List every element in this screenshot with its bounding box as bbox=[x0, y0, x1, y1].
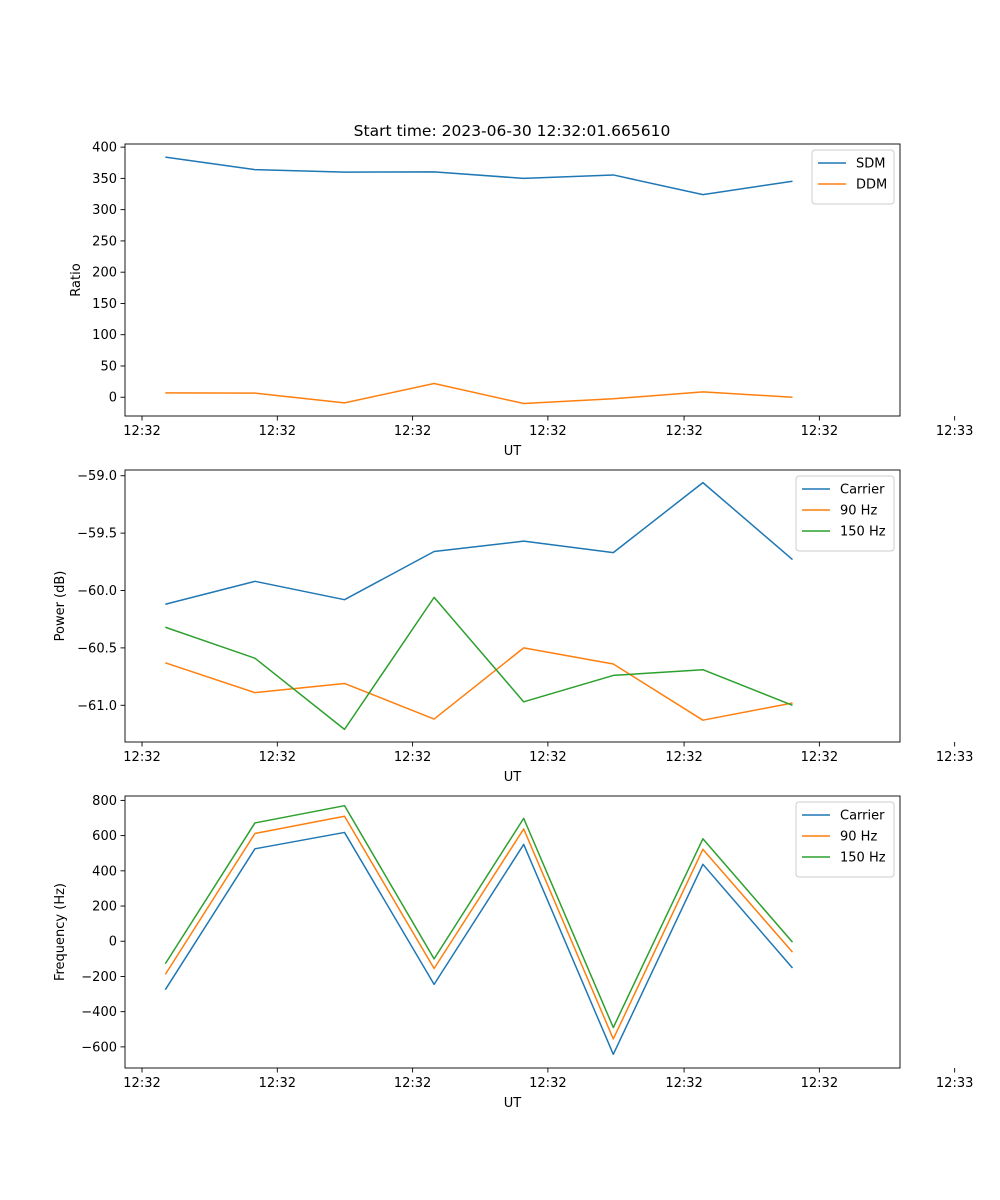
series-line-150-hz bbox=[164, 804, 794, 1029]
x-tick-label: 12:33 bbox=[936, 1076, 973, 1091]
x-tick-label: 12:32 bbox=[394, 1076, 431, 1091]
legend-label: Carrier bbox=[840, 809, 885, 824]
x-tick-label: 12:32 bbox=[123, 424, 160, 439]
legend-label: SDM bbox=[856, 157, 885, 172]
x-tick-label: 12:32 bbox=[665, 750, 702, 765]
y-tick-label: −400 bbox=[81, 1005, 117, 1020]
y-axis-label: Ratio bbox=[69, 263, 84, 296]
legend-label: 90 Hz bbox=[840, 504, 877, 519]
x-tick-label: 12:32 bbox=[529, 1076, 566, 1091]
series-line-90-hz bbox=[164, 815, 794, 1040]
y-tick-label: 300 bbox=[92, 203, 117, 218]
y-tick-label: 200 bbox=[92, 266, 117, 281]
y-tick-label: −60.5 bbox=[77, 641, 117, 656]
legend-box bbox=[795, 801, 895, 878]
x-tick-label: 12:32 bbox=[259, 424, 296, 439]
y-tick-label: 50 bbox=[100, 359, 117, 374]
x-tick-label: 12:32 bbox=[123, 750, 160, 765]
series-line-150-hz bbox=[165, 596, 793, 731]
chart-panel-1: 12:32 12:32 12:32 12:32 12:32 12:32 12:33 0 50 10… bbox=[69, 141, 973, 459]
y-tick-label: 400 bbox=[92, 141, 117, 156]
x-tick-label: 12:32 bbox=[801, 1076, 838, 1091]
x-axis-label: UT bbox=[504, 444, 522, 459]
x-axis-label: UT bbox=[504, 1096, 522, 1111]
series-line-carrier bbox=[164, 831, 794, 1056]
legend: Carrier 90 Hz 150 Hz bbox=[795, 475, 895, 552]
legend-label: Carrier bbox=[840, 483, 885, 498]
x-tick-label: 12:32 bbox=[123, 1076, 160, 1091]
y-axis-label: Frequency (Hz) bbox=[53, 883, 68, 981]
legend-box bbox=[795, 475, 895, 552]
series-line-carrier bbox=[165, 481, 793, 606]
x-tick-label: 12:32 bbox=[259, 750, 296, 765]
y-tick-label: 0 bbox=[109, 391, 117, 406]
legend-label: 150 Hz bbox=[840, 525, 886, 540]
chart-panel-2: 12:32 12:32 12:32 12:32 12:32 12:32 12:33 −61.0… bbox=[53, 469, 973, 785]
x-tick-label: 12:32 bbox=[665, 424, 702, 439]
x-tick-label: 12:33 bbox=[936, 750, 973, 765]
y-tick-label: 800 bbox=[92, 794, 117, 809]
x-tick-label: 12:32 bbox=[394, 424, 431, 439]
x-tick-label: 12:32 bbox=[529, 750, 566, 765]
y-tick-label: −59.5 bbox=[77, 527, 117, 542]
series-line-sdm bbox=[165, 156, 793, 196]
plot-frame bbox=[124, 795, 901, 1069]
x-axis-label: UT bbox=[504, 770, 522, 785]
y-tick-label: 400 bbox=[92, 864, 117, 879]
y-tick-label: 100 bbox=[92, 328, 117, 343]
x-tick-label: 12:32 bbox=[801, 424, 838, 439]
y-tick-label: −60.0 bbox=[77, 584, 117, 599]
chart-panel-3: 12:32 12:32 12:32 12:32 12:32 12:32 12:33 −600 −… bbox=[53, 794, 973, 1111]
legend-label: DDM bbox=[856, 178, 887, 193]
y-tick-label: 0 bbox=[109, 935, 117, 950]
x-tick-label: 12:33 bbox=[936, 424, 973, 439]
plot-frame bbox=[124, 143, 901, 417]
y-tick-label: −59.0 bbox=[77, 469, 117, 484]
y-tick-label: 600 bbox=[92, 829, 117, 844]
series-line-ddm bbox=[165, 382, 793, 405]
series-lines bbox=[165, 156, 793, 405]
y-tick-label: −200 bbox=[81, 970, 117, 985]
legend: Carrier 90 Hz 150 Hz bbox=[795, 801, 895, 878]
x-tick-label: 12:32 bbox=[801, 750, 838, 765]
y-tick-label: 150 bbox=[92, 297, 117, 312]
plot-frame bbox=[124, 469, 901, 743]
x-tick-label: 12:32 bbox=[394, 750, 431, 765]
chart-panels: 12:32 12:32 12:32 12:32 12:32 12:32 12:33 0 50 10… bbox=[53, 141, 973, 1111]
legend-label: 150 Hz bbox=[840, 851, 886, 866]
series-lines bbox=[165, 481, 793, 731]
y-tick-label: 200 bbox=[92, 900, 117, 915]
figure-title: Start time: 2023-06-30 12:32:01.665610 bbox=[354, 122, 671, 140]
x-tick-label: 12:32 bbox=[529, 424, 566, 439]
y-tick-label: 250 bbox=[92, 234, 117, 249]
y-tick-label: −600 bbox=[81, 1040, 117, 1055]
series-lines bbox=[164, 804, 794, 1056]
x-tick-label: 12:32 bbox=[259, 1076, 296, 1091]
x-tick-label: 12:32 bbox=[665, 1076, 702, 1091]
y-tick-label: 350 bbox=[92, 172, 117, 187]
series-line-90-hz bbox=[165, 647, 793, 721]
y-axis-label: Power (dB) bbox=[53, 571, 68, 642]
y-tick-label: −61.0 bbox=[77, 699, 117, 714]
legend-label: 90 Hz bbox=[840, 830, 877, 845]
legend: SDM DDM bbox=[811, 149, 895, 205]
